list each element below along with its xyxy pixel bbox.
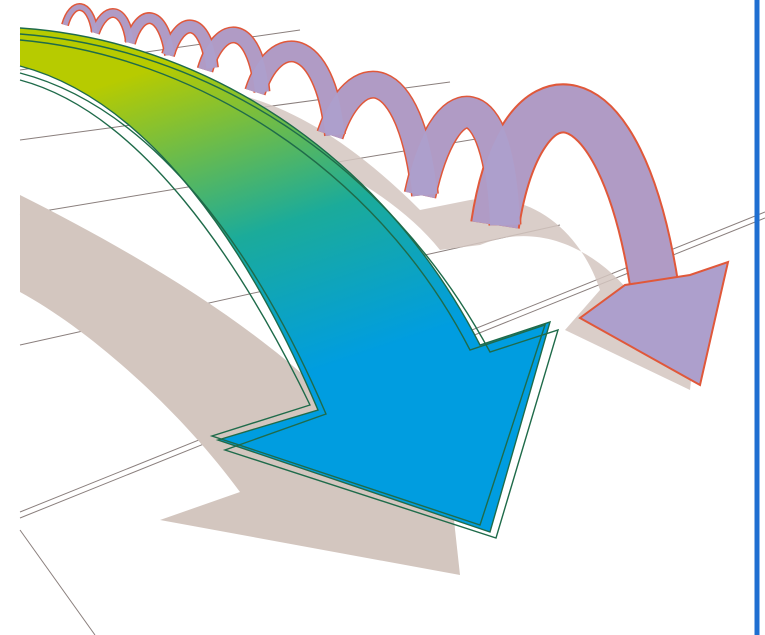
main-arrow-outlines [19, 27, 560, 539]
bounce-arrows [61, 3, 680, 294]
floor-line [19, 529, 96, 635]
main-arrow-body [20, 28, 550, 532]
main-arrow [19, 27, 560, 539]
bounce-arrow-head [578, 260, 730, 387]
